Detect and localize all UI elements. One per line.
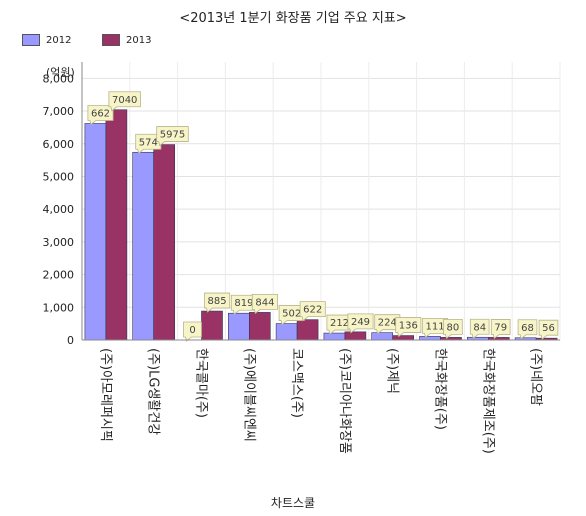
- data-label-2012: 68: [517, 319, 538, 340]
- data-label-2013: 622: [299, 301, 326, 322]
- bar-2012: [228, 312, 250, 341]
- bar-2013: [296, 319, 319, 341]
- x-tick-label: (주)코리아나화장품: [337, 348, 352, 454]
- bar-2012: [323, 332, 346, 341]
- data-label-box: [251, 293, 278, 315]
- x-tick-label: (주)네오팜: [528, 348, 543, 406]
- data-label-box: [395, 317, 422, 338]
- data-label-text: 844: [255, 297, 274, 308]
- data-label-text: 56: [542, 323, 555, 334]
- legend-swatch-2012: [22, 34, 40, 46]
- data-label-text: 0: [189, 325, 195, 336]
- data-label-2013: 885: [204, 292, 231, 313]
- data-label-text: 68: [521, 323, 534, 334]
- y-axis-label: (억원): [46, 66, 75, 79]
- data-label-2012: 84: [469, 318, 490, 339]
- data-label-box: [469, 318, 490, 339]
- chart-title: <2013년 1분기 화장품 기업 주요 지표>: [179, 11, 407, 26]
- x-tick-label: (주)아모레퍼시픽: [98, 348, 113, 442]
- bar-2012: [275, 323, 298, 341]
- bar-2012: [132, 151, 154, 341]
- data-label-text: 249: [351, 317, 370, 328]
- data-label-box: [538, 319, 559, 340]
- data-label-text: 79: [494, 322, 507, 333]
- bar-2012: [84, 123, 107, 341]
- data-label-2013: 56: [538, 319, 559, 340]
- data-label-text: 662: [91, 108, 110, 119]
- data-label-text: 111: [426, 321, 445, 332]
- data-label-text: 84: [473, 322, 486, 333]
- y-tick-label: 0: [67, 334, 74, 347]
- data-label-text: 574: [139, 137, 158, 148]
- y-tick-label: 8,000: [43, 72, 75, 85]
- data-label-box: [443, 318, 463, 340]
- x-tick-label: (주)에이블씨엔씨: [241, 348, 256, 442]
- x-tick-label: (주)제닉: [385, 348, 400, 394]
- y-tick-label: 2,000: [43, 269, 75, 282]
- data-label-text: 7040: [112, 95, 137, 106]
- y-tick-label: 3,000: [43, 236, 75, 249]
- data-label-text: 885: [208, 296, 227, 307]
- data-label-2013: 7040: [108, 91, 141, 112]
- data-label-text: 502: [282, 309, 301, 320]
- data-label-2013: 136: [395, 317, 422, 338]
- data-label-text: 819: [234, 298, 253, 309]
- legend-swatch-2013: [102, 34, 120, 46]
- bar-2013: [201, 310, 223, 341]
- data-label-text: 224: [378, 318, 397, 329]
- bar-2012: [419, 336, 441, 341]
- x-tick-label: 한국화장품제조(주): [480, 348, 495, 454]
- data-label-box: [490, 319, 511, 340]
- data-label-2013: 844: [251, 293, 278, 315]
- data-label-text: 622: [303, 305, 322, 316]
- x-tick-label: 코스맥스(주): [289, 348, 304, 418]
- data-label-2012: 0: [183, 321, 202, 342]
- legend-label-2012: 2012: [46, 34, 72, 46]
- data-label-box: [156, 126, 189, 147]
- data-label-box: [204, 292, 231, 313]
- y-tick-label: 5,000: [43, 170, 75, 183]
- data-label-box: [108, 91, 141, 112]
- data-label-2013: 79: [490, 319, 511, 340]
- legend-label-2013: 2013: [126, 34, 152, 46]
- bar-2013: [153, 144, 175, 341]
- data-label-2013: 80: [443, 318, 463, 340]
- y-tick-label: 4,000: [43, 203, 75, 216]
- data-label-box: [347, 313, 374, 334]
- data-label-text: 136: [399, 321, 418, 332]
- data-label-2013: 249: [347, 313, 374, 334]
- bar-2012: [371, 332, 394, 341]
- data-label-box: [183, 321, 202, 342]
- bar-2013: [392, 335, 415, 341]
- legend-item-2012[interactable]: 2012: [22, 33, 71, 47]
- bar-2013: [105, 109, 128, 341]
- x-axis-label: 차트스쿨: [270, 496, 316, 510]
- bar-2013: [249, 312, 271, 341]
- legend-item-2013[interactable]: 2013: [102, 33, 151, 47]
- data-label-box: [299, 301, 326, 322]
- x-tick-label: 한국화장품(주): [433, 348, 448, 430]
- data-label-2013: 5975: [156, 126, 189, 147]
- x-tick-label: (주)LG생활건강: [146, 348, 161, 435]
- y-tick-label: 7,000: [43, 105, 75, 118]
- data-label-text: 80: [447, 322, 460, 333]
- data-label-box: [517, 319, 538, 340]
- x-tick-label: 한국콜마(주): [194, 348, 209, 418]
- data-label-text: 212: [330, 318, 349, 329]
- y-tick-label: 1,000: [43, 301, 75, 314]
- y-tick-label: 6,000: [43, 138, 75, 151]
- data-label-text: 5975: [160, 130, 185, 141]
- bar-2013: [344, 331, 367, 341]
